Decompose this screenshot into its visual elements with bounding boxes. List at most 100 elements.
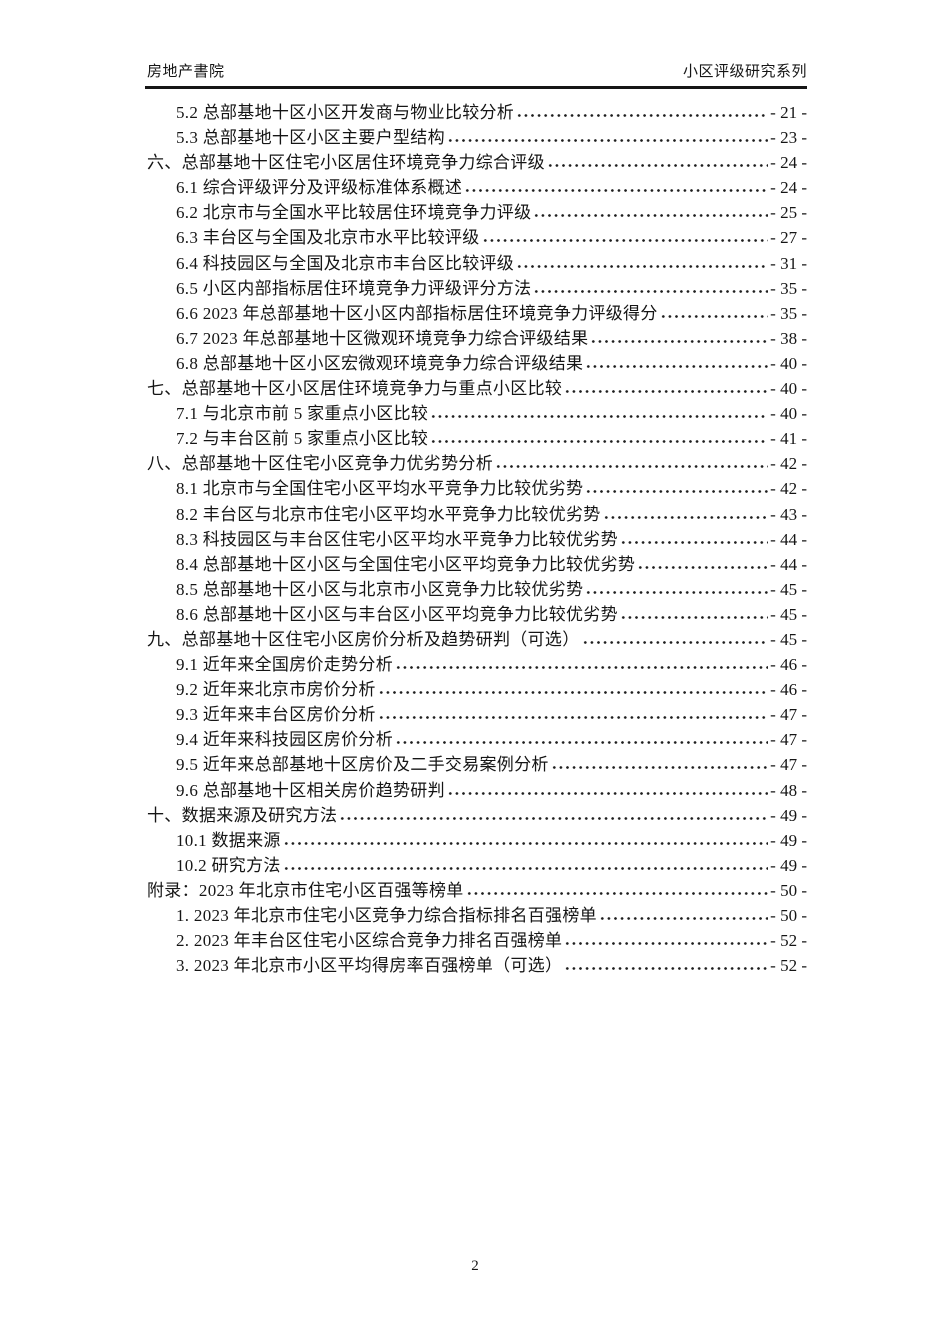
toc-dot-leader xyxy=(585,363,769,369)
toc-dot-leader xyxy=(377,715,769,721)
toc-dot-leader xyxy=(395,740,769,746)
toc-entry[interactable]: 九、总部基地十区住宅小区房价分析及趋势研判（可选） - 45 - xyxy=(147,625,807,650)
toc-entry-page-number: - 42 - xyxy=(770,454,807,474)
table-of-contents: 5.2 总部基地十区小区开发商与物业比较分析 - 21 - 5.3 总部基地十区… xyxy=(147,98,807,976)
toc-entry[interactable]: 9.1 近年来全国房价走势分析 - 46 - xyxy=(147,650,807,675)
toc-entry[interactable]: 5.3 总部基地十区小区主要户型结构 - 23 - xyxy=(147,123,807,148)
toc-entry[interactable]: 6.8 总部基地十区小区宏微观环境竞争力综合评级结果 - 40 - xyxy=(147,349,807,374)
toc-entry-page-number: - 35 - xyxy=(770,278,807,298)
toc-entry[interactable]: 6.7 2023 年总部基地十区微观环境竞争力综合评级结果 - 38 - xyxy=(147,324,807,349)
toc-dot-leader xyxy=(516,263,769,269)
toc-entry-label: 1. 2023 年北京市住宅小区竞争力综合指标排名百强榜单 xyxy=(176,906,597,925)
toc-entry-label: 2. 2023 年丰台区住宅小区综合竞争力排名百强榜单 xyxy=(176,931,563,951)
toc-dot-leader xyxy=(659,313,769,319)
toc-entry-page-number: - 52 - xyxy=(770,956,807,976)
toc-entry[interactable]: 8.2 丰台区与北京市住宅小区平均水平竞争力比较优劣势 - 43 - xyxy=(147,500,807,525)
toc-dot-leader xyxy=(550,765,769,771)
toc-entry[interactable]: 六、总部基地十区住宅小区居住环境竞争力综合评级 - 24 - xyxy=(147,148,807,173)
toc-entry-label: 7.1 与北京市前 5 家重点小区比较 xyxy=(176,404,429,424)
toc-entry[interactable]: 8.3 科技园区与丰台区住宅小区平均水平竞争力比较优劣势 - 44 - xyxy=(147,525,807,550)
toc-entry[interactable]: 6.1 综合评级评分及评级标准体系概述 - 24 - xyxy=(147,173,807,198)
toc-entry-label: 8.4 总部基地十区小区与全国住宅小区平均竞争力比较优劣势 xyxy=(176,554,636,574)
toc-entry-page-number: - 31 - xyxy=(770,253,807,273)
toc-entry-label: 9.1 近年来全国房价走势分析 xyxy=(176,655,393,675)
toc-entry[interactable]: 3. 2023 年北京市小区平均得房率百强榜单（可选） - 52 - xyxy=(147,951,807,976)
toc-entry-page-number: - 27 - xyxy=(770,228,807,248)
toc-dot-leader xyxy=(533,213,769,219)
toc-entry[interactable]: 7.2 与丰台区前 5 家重点小区比较 - 41 - xyxy=(147,424,807,449)
toc-dot-leader xyxy=(495,464,769,470)
toc-entry[interactable]: 6.3 丰台区与全国及北京市水平比较评级 - 27 - xyxy=(147,223,807,248)
toc-dot-leader xyxy=(446,138,769,144)
toc-entry-page-number: - 25 - xyxy=(770,203,807,223)
toc-entry-page-number: - 40 - xyxy=(770,353,807,373)
toc-entry-page-number: - 43 - xyxy=(770,504,807,524)
toc-entry[interactable]: 10.2 研究方法 - 49 - xyxy=(147,851,807,876)
footer-page-number: 2 xyxy=(471,1258,479,1274)
page-footer: 2 xyxy=(0,1258,950,1275)
toc-entry-page-number: - 45 - xyxy=(770,629,807,649)
toc-entry-label: 6.4 科技园区与全国及北京市丰台区比较评级 xyxy=(176,253,515,273)
toc-entry[interactable]: 10.1 数据来源 - 49 - xyxy=(147,826,807,851)
toc-entry[interactable]: 八、总部基地十区住宅小区竞争力优劣势分析 - 42 - xyxy=(147,449,807,474)
toc-entry-label: 八、总部基地十区住宅小区竞争力优劣势分析 xyxy=(147,454,493,474)
toc-entry-page-number: - 24 - xyxy=(770,178,807,198)
toc-entry-label: 6.6 2023 年总部基地十区小区内部指标居住环境竞争力评级得分 xyxy=(176,303,658,323)
toc-entry[interactable]: 9.2 近年来北京市房价分析 - 46 - xyxy=(147,675,807,700)
toc-dot-leader xyxy=(602,514,769,520)
toc-entry-page-number: - 41 - xyxy=(770,429,807,449)
toc-entry-label: 6.1 综合评级评分及评级标准体系概述 xyxy=(176,178,463,198)
toc-entry-page-number: - 23 - xyxy=(770,128,807,148)
toc-entry-page-number: - 38 - xyxy=(770,328,807,348)
toc-entry[interactable]: 2. 2023 年丰台区住宅小区综合竞争力排名百强榜单 - 52 - xyxy=(147,926,807,951)
toc-entry[interactable]: 七、总部基地十区小区居住环境竞争力与重点小区比较 - 40 - xyxy=(147,374,807,399)
toc-dot-leader xyxy=(464,188,769,194)
toc-entry[interactable]: 6.6 2023 年总部基地十区小区内部指标居住环境竞争力评级得分 - 35 - xyxy=(147,299,807,324)
toc-dot-leader xyxy=(598,916,769,921)
toc-entry-page-number: - 42 - xyxy=(770,479,807,499)
toc-entry[interactable]: 十、数据来源及研究方法 - 49 - xyxy=(147,801,807,826)
toc-entry[interactable]: 6.2 北京市与全国水平比较居住环境竞争力评级 - 25 - xyxy=(147,198,807,223)
toc-entry-page-number: - 50 - xyxy=(770,880,807,900)
toc-entry-page-number: - 52 - xyxy=(770,931,807,951)
toc-entry-label: 附录：2023 年北京市住宅小区百强等榜单 xyxy=(147,880,464,900)
toc-entry-label: 9.3 近年来丰台区房价分析 xyxy=(176,705,376,725)
toc-dot-leader xyxy=(564,941,769,947)
toc-entry[interactable]: 6.5 小区内部指标居住环境竞争力评级评分方法 - 35 - xyxy=(147,274,807,299)
toc-entry[interactable]: 7.1 与北京市前 5 家重点小区比较 - 40 - xyxy=(147,399,807,424)
toc-dot-leader xyxy=(465,890,769,896)
toc-entry-label: 10.1 数据来源 xyxy=(176,830,281,850)
toc-entry-label: 3. 2023 年北京市小区平均得房率百强榜单（可选） xyxy=(176,956,563,976)
toc-entry[interactable]: 8.4 总部基地十区小区与全国住宅小区平均竞争力比较优劣势 - 44 - xyxy=(147,550,807,575)
toc-entry-page-number: - 49 - xyxy=(770,830,807,850)
toc-entry[interactable]: 附录：2023 年北京市住宅小区百强等榜单 - 50 - xyxy=(147,876,807,901)
toc-entry-page-number: - 24 - xyxy=(770,153,807,173)
toc-entry-page-number: - 48 - xyxy=(770,780,807,800)
toc-entry[interactable]: 6.4 科技园区与全国及北京市丰台区比较评级 - 31 - xyxy=(147,249,807,274)
toc-entry-page-number: - 46 - xyxy=(770,680,807,700)
toc-entry[interactable]: 8.1 北京市与全国住宅小区平均水平竞争力比较优劣势 - 42 - xyxy=(147,474,807,499)
toc-entry-label: 6.7 2023 年总部基地十区微观环境竞争力综合评级结果 xyxy=(176,328,589,348)
toc-entry-label: 8.5 总部基地十区小区与北京市小区竞争力比较优劣势 xyxy=(176,579,584,599)
toc-entry[interactable]: 5.2 总部基地十区小区开发商与物业比较分析 - 21 - xyxy=(147,98,807,123)
toc-entry[interactable]: 8.6 总部基地十区小区与丰台区小区平均竞争力比较优劣势 - 45 - xyxy=(147,600,807,625)
toc-entry[interactable]: 9.4 近年来科技园区房价分析 - 47 - xyxy=(147,725,807,750)
toc-entry-label: 8.1 北京市与全国住宅小区平均水平竞争力比较优劣势 xyxy=(176,479,584,499)
toc-entry[interactable]: 9.5 近年来总部基地十区房价及二手交易案例分析 - 47 - xyxy=(147,750,807,775)
toc-entry-label: 十、数据来源及研究方法 xyxy=(147,805,338,825)
toc-entry-label: 6.2 北京市与全国水平比较居住环境竞争力评级 xyxy=(176,203,532,223)
toc-entry[interactable]: 8.5 总部基地十区小区与北京市小区竞争力比较优劣势 - 45 - xyxy=(147,575,807,600)
toc-entry[interactable]: 9.6 总部基地十区相关房价趋势研判 - 48 - xyxy=(147,776,807,801)
toc-dot-leader xyxy=(430,414,769,420)
toc-entry-label: 10.2 研究方法 xyxy=(176,855,281,875)
header-divider xyxy=(145,86,807,89)
toc-entry-page-number: - 50 - xyxy=(770,906,807,925)
toc-dot-leader xyxy=(581,639,769,645)
toc-dot-leader xyxy=(339,815,769,821)
toc-entry-page-number: - 35 - xyxy=(770,303,807,323)
toc-entry[interactable]: 9.3 近年来丰台区房价分析 - 47 - xyxy=(147,700,807,725)
toc-entry-label: 5.3 总部基地十区小区主要户型结构 xyxy=(176,128,445,148)
toc-entry-page-number: - 47 - xyxy=(770,730,807,750)
toc-entry[interactable]: 1. 2023 年北京市住宅小区竞争力综合指标排名百强榜单 - 50 - xyxy=(147,901,807,926)
page-header: 房地产書院 小区评级研究系列 xyxy=(147,62,807,82)
